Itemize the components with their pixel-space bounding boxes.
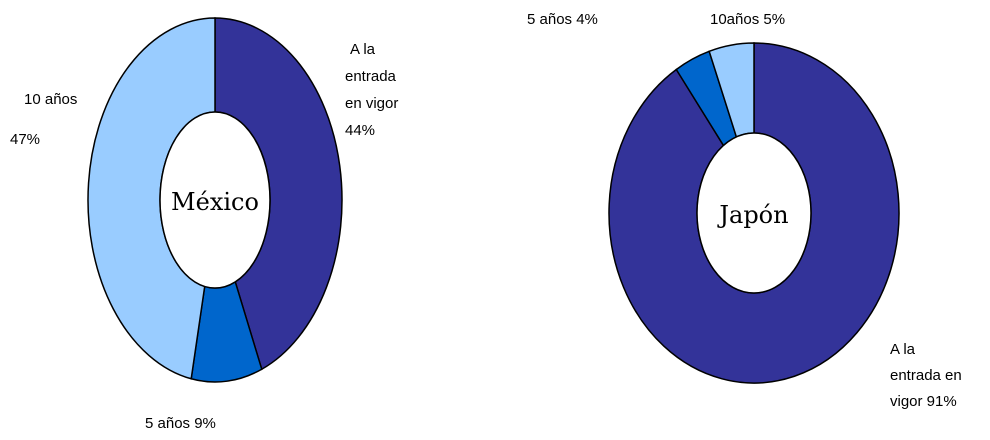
- mexico-label-10-years: 10 años 47%: [10, 91, 77, 148]
- japan-label-10-years: 10años 5%: [710, 11, 785, 28]
- mexico-donut-hole: [159, 111, 271, 289]
- mexico-chart-title: México: [171, 188, 259, 216]
- mexico-donut-chart: A la entrada en vigor 44% 5 años 9% 10 años 47…: [10, 17, 398, 432]
- japan-label-entry-into-force: A la entrada en vigor 91%: [890, 341, 962, 410]
- japan-label-5-years: 5 años 4%: [527, 11, 598, 28]
- mexico-label-5-years: 5 años 9%: [145, 415, 216, 432]
- mexico-label-entry-into-force: A la entrada en vigor 44%: [345, 41, 398, 139]
- japan-chart-title: Japón: [716, 201, 788, 229]
- japan-donut-hole: [696, 132, 812, 294]
- japan-donut-chart: A la entrada en vigor 91% 5 años 4% 10años 5…: [527, 11, 962, 410]
